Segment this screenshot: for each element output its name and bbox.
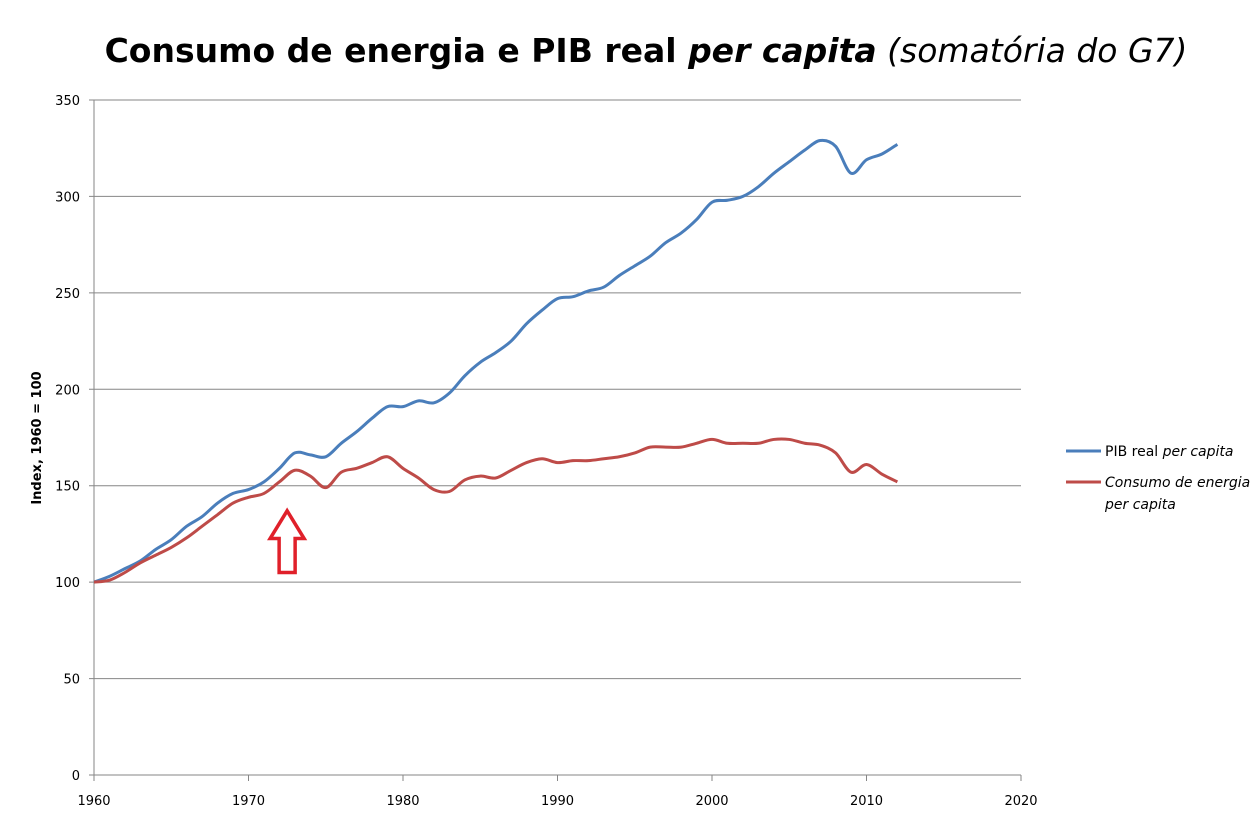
legend-label-energia-2: per capita <box>1104 497 1176 513</box>
x-tick-label: 1990 <box>541 794 574 809</box>
x-tick-label: 1980 <box>386 794 419 809</box>
x-axis-ticks: 1960 1970 1980 1990 2000 2010 2020 <box>77 794 1037 809</box>
legend: PIB real per capita Consumo de energia p… <box>1066 444 1250 513</box>
legend-label-pib: PIB real per capita <box>1105 444 1233 460</box>
y-tick-label: 50 <box>63 673 80 688</box>
y-axis-label: Index, 1960 = 100 <box>30 371 45 504</box>
annotation-arrow-up <box>267 507 308 575</box>
series-lines <box>93 138 899 584</box>
y-tick-label: 100 <box>55 576 80 591</box>
y-tick-label: 300 <box>55 190 80 205</box>
y-axis-ticks: 0 50 100 150 200 250 300 350 <box>55 94 80 784</box>
y-tick-label: 350 <box>55 94 80 109</box>
x-tick-label: 1960 <box>77 794 110 809</box>
x-tick-label: 2000 <box>695 794 728 809</box>
x-tick-label: 2020 <box>1004 794 1037 809</box>
x-tick-label: 2010 <box>850 794 883 809</box>
x-tick-label: 1970 <box>232 794 265 809</box>
annotations <box>267 507 308 575</box>
series-line-pib <box>93 138 899 584</box>
y-tick-label: 0 <box>72 769 80 784</box>
y-tick-label: 200 <box>55 383 80 398</box>
gridlines <box>89 99 1022 781</box>
y-tick-label: 150 <box>55 480 80 495</box>
y-tick-label: 250 <box>55 287 80 302</box>
legend-label-energia-1: Consumo de energia <box>1105 475 1250 491</box>
chart-title: Consumo de energia e PIB real per capita… <box>105 31 1188 70</box>
series-line-energia <box>93 437 899 584</box>
